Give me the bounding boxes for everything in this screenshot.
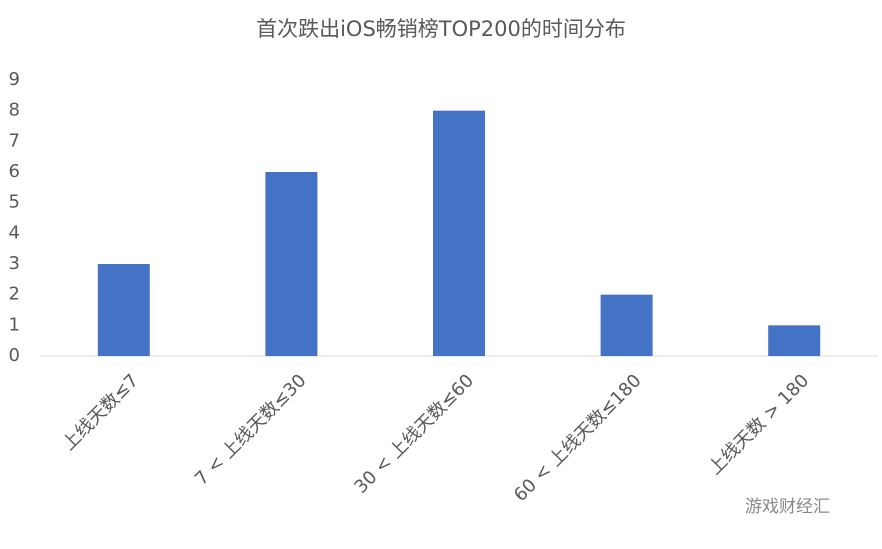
bar (768, 325, 821, 356)
y-tick-label: 6 (9, 161, 20, 182)
y-tick-label: 1 (9, 314, 20, 335)
x-tick-label: 上线天数 > 180 (704, 370, 813, 479)
y-tick-label: 4 (9, 222, 20, 243)
x-tick-label: 60 < 上线天数≤180 (510, 370, 646, 506)
x-tick-label: 7 < 上线天数≤30 (191, 370, 310, 489)
y-tick-label: 9 (9, 69, 20, 90)
watermark: 游戏财经汇 (745, 497, 830, 517)
bar (265, 172, 318, 356)
bar (433, 110, 485, 357)
y-tick-label: 3 (9, 253, 20, 274)
x-tick-label: 30 < 上线天数≤60 (350, 370, 478, 498)
bar (600, 294, 653, 356)
x-tick-label: 上线天数≤7 (58, 370, 143, 455)
y-tick-label: 8 (9, 100, 20, 121)
chart-title: 首次跌出iOS畅销榜TOP200的时间分布 (256, 17, 626, 41)
y-tick-label: 7 (9, 130, 20, 151)
bar (97, 264, 150, 356)
y-tick-label: 5 (9, 192, 20, 213)
y-tick-label: 0 (9, 345, 20, 366)
y-tick-label: 2 (9, 284, 20, 305)
